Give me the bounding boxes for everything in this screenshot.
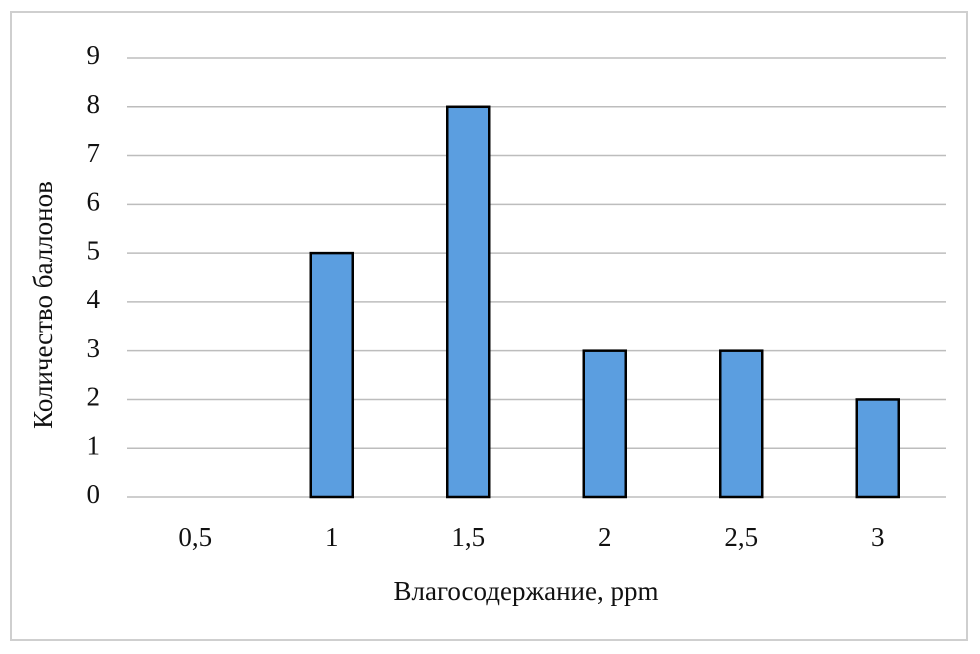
y-tick-label: 8 <box>87 89 101 119</box>
bar <box>582 349 627 499</box>
x-tick-label: 2,5 <box>724 522 758 552</box>
x-axis-title: Влагосодержание, ppm <box>394 576 659 606</box>
y-tick-label: 5 <box>87 235 101 265</box>
y-tick-label: 1 <box>87 430 101 460</box>
bar <box>309 251 354 499</box>
x-tick-label: 1 <box>325 522 339 552</box>
y-tick-label: 3 <box>87 333 101 363</box>
x-tick-label: 0,5 <box>178 522 212 552</box>
bar <box>855 398 900 499</box>
y-tick-label: 4 <box>87 284 101 314</box>
bar <box>719 349 764 499</box>
y-tick-label: 0 <box>87 479 101 509</box>
y-tick-label: 7 <box>87 138 101 168</box>
y-tick-label: 2 <box>87 382 101 412</box>
y-tick-label: 9 <box>87 40 101 70</box>
x-tick-label: 2 <box>598 522 612 552</box>
bar <box>446 105 491 499</box>
y-tick-label: 6 <box>87 187 101 217</box>
y-axis-title: Количество баллонов <box>28 181 58 429</box>
x-tick-label: 1,5 <box>451 522 485 552</box>
x-tick-label: 3 <box>871 522 885 552</box>
